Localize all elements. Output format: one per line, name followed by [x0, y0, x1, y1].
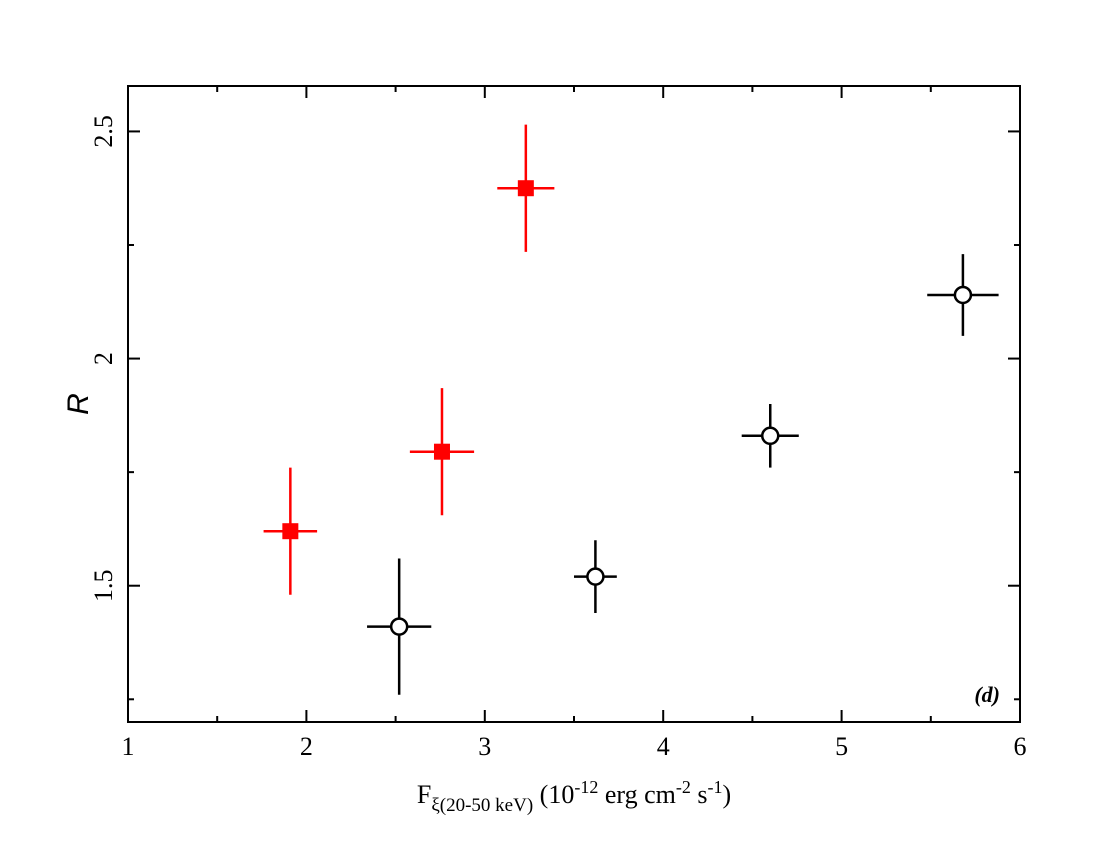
x-axis-label-text: s	[691, 780, 708, 809]
circle-marker	[389, 617, 409, 636]
data-point	[263, 467, 318, 595]
square-marker	[433, 443, 450, 460]
y-tick-label: 2.5	[89, 115, 118, 148]
x-tick-label: 1	[122, 732, 135, 761]
y-tick-label: 1.5	[89, 569, 118, 602]
tick-labels: 1 2 3 4 5 6 1.5 2 2.5	[89, 115, 1027, 761]
x-axis-label-units: (10-12 erg cm-2 s-1)	[533, 777, 731, 809]
y-tick-label: 2	[89, 352, 118, 365]
y-axis-label: R	[62, 393, 95, 415]
x-axis-label: Fξ(20-50 keV) (10-12 erg cm-2 s-1)	[417, 777, 731, 816]
x-tick-label: 5	[835, 732, 848, 761]
x-axis-label-superscript: -1	[707, 777, 722, 797]
x-tick-label: 3	[478, 732, 491, 761]
data-point	[927, 254, 999, 336]
x-axis-label-text: erg cm	[598, 780, 676, 809]
x-axis-label-text: )	[722, 780, 731, 809]
x-axis-label-text: (10	[533, 780, 574, 809]
data-points	[263, 124, 999, 695]
x-axis-label-main: F	[417, 780, 431, 809]
square-marker	[517, 180, 534, 197]
x-axis-label-superscript: -12	[574, 777, 598, 797]
x-axis-label-superscript: -2	[676, 777, 691, 797]
plot-frame	[127, 85, 1021, 723]
circle-marker	[760, 426, 780, 446]
data-point	[574, 540, 617, 613]
axis-ticks	[127, 86, 1021, 722]
circle-marker	[586, 567, 605, 586]
x-tick-label: 4	[657, 732, 670, 761]
x-tick-label: 2	[300, 732, 313, 761]
data-point	[409, 388, 475, 516]
x-tick-label: 6	[1014, 732, 1027, 761]
data-point	[741, 404, 799, 468]
data-point	[497, 124, 555, 252]
panel-label: (d)	[974, 682, 1000, 707]
circle-marker	[953, 285, 973, 305]
square-marker	[282, 523, 299, 540]
x-axis-label-subscript: ξ(20-50 keV)	[431, 795, 533, 816]
data-point	[367, 558, 432, 695]
